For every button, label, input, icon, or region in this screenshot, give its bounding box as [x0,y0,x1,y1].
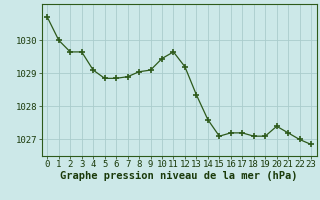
X-axis label: Graphe pression niveau de la mer (hPa): Graphe pression niveau de la mer (hPa) [60,171,298,181]
